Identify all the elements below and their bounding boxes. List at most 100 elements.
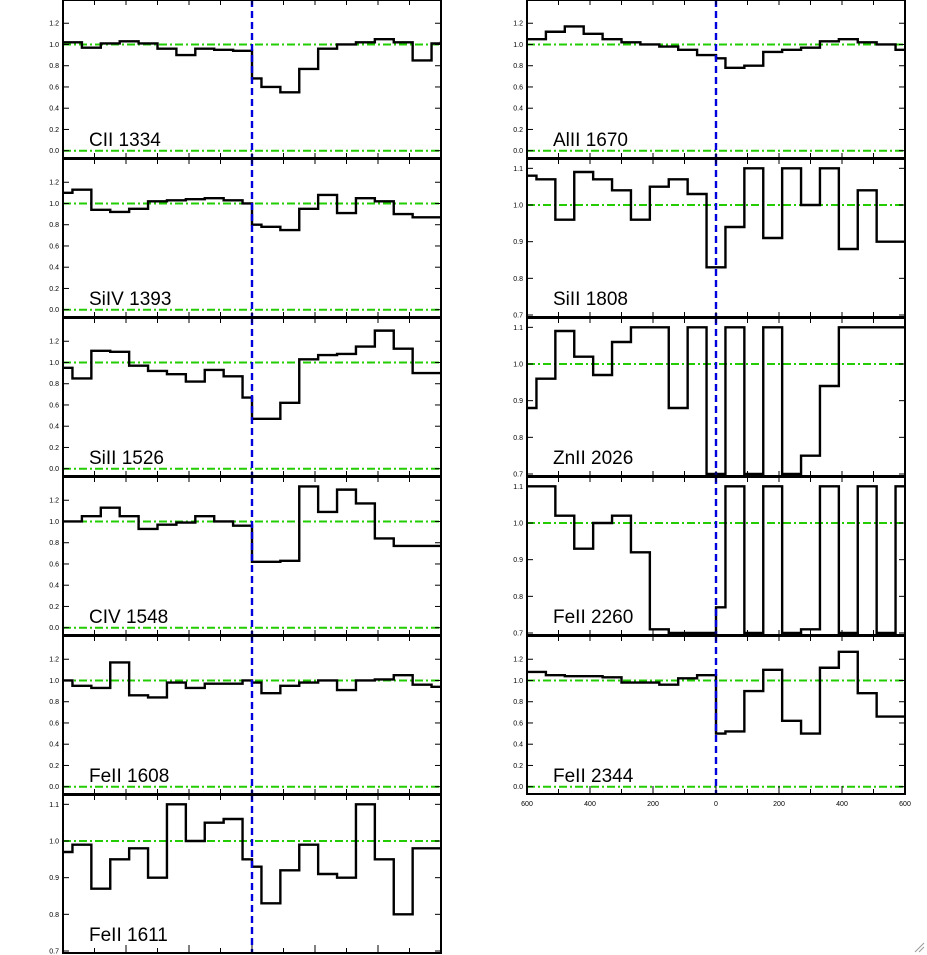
y-tick-label: 0.0: [513, 148, 523, 155]
spectrum-series: [527, 326, 905, 476]
y-tick-label: 0.4: [49, 106, 59, 113]
panel-civ-1548: 0.0 0.2 0.4 0.6 0.8 1.0 1.2 CIV 1548: [49, 476, 442, 636]
x-axis-layer: -600-400-2000200400600600400200020040060…: [62, 786, 911, 953]
y-tick-label: 0.0: [49, 784, 59, 791]
y-tick-label: 1.0: [513, 521, 523, 528]
panel-sii-1808: 0.7 0.8 0.9 1.0 1.1 SiII 1808: [513, 158, 906, 320]
panel-label: ZnII 2026: [553, 448, 633, 469]
y-tick-label: 0.7: [513, 472, 523, 479]
y-tick-label: 0.8: [49, 63, 59, 70]
panel-znii-2026: 0.7 0.8 0.9 1.0 1.1 ZnII 2026: [513, 317, 906, 479]
resize-grip-icon[interactable]: [913, 941, 925, 953]
spectrum-series: [527, 485, 905, 635]
y-tick-label: 0.0: [513, 784, 523, 791]
y-tick-label: 1.0: [49, 678, 59, 685]
y-tick-label: 1.0: [513, 362, 523, 369]
y-tick-label: 0.0: [49, 307, 59, 314]
y-tick-label: 0.2: [49, 445, 59, 452]
y-tick-label: 0.4: [49, 742, 59, 749]
x-tick-label: 0: [714, 801, 718, 808]
y-tick-label: 0.8: [513, 276, 523, 283]
y-tick-label: 1.2: [513, 21, 523, 28]
y-tick-label: 1.1: [49, 802, 59, 809]
y-tick-label: 0.7: [513, 631, 523, 638]
y-tick-label: 0.8: [513, 594, 523, 601]
y-tick-label: 0.9: [513, 557, 523, 564]
y-tick-label: 0.2: [513, 127, 523, 134]
panel-sii-1526: 0.0 0.2 0.4 0.6 0.8 1.0 1.2 SiII 1526: [49, 317, 442, 477]
y-tick-label: 1.0: [513, 678, 523, 685]
y-tick-label: 0.8: [49, 222, 59, 229]
panel-label: CIV 1548: [89, 607, 168, 628]
y-tick-label: 1.2: [49, 339, 59, 346]
y-tick-label: 0.6: [49, 402, 59, 409]
y-tick-label: 0.8: [49, 699, 59, 706]
y-tick-label: 0.8: [49, 540, 59, 547]
spectrum-series: [527, 650, 905, 735]
panel-siiv-1393: 0.0 0.2 0.4 0.6 0.8 1.0 1.2 SiIV 1393: [49, 158, 442, 318]
y-tick-label: 0.6: [49, 561, 59, 568]
y-tick-label: 0.4: [49, 265, 59, 272]
spectrum-series: [527, 167, 905, 269]
y-tick-label: 0.6: [513, 720, 523, 727]
y-tick-label: 1.0: [49, 360, 59, 367]
y-tick-label: 0.8: [49, 381, 59, 388]
panel-label: FeII 2260: [553, 607, 633, 628]
y-tick-label: 0.8: [513, 63, 523, 70]
y-tick-label: 0.6: [49, 720, 59, 727]
y-tick-label: 1.2: [49, 21, 59, 28]
y-tick-label: 0.7: [49, 949, 59, 955]
panel-label: SiII 1526: [89, 448, 164, 469]
y-tick-label: 0.8: [513, 435, 523, 442]
y-tick-label: 0.9: [513, 239, 523, 246]
y-tick-label: 0.0: [49, 148, 59, 155]
y-tick-label: 0.4: [513, 106, 523, 113]
panel-feii-1608: 0.0 0.2 0.4 0.6 0.8 1.0 1.2 FeII 1608: [49, 635, 442, 795]
y-tick-label: 1.0: [49, 201, 59, 208]
y-tick-label: 0.4: [49, 583, 59, 590]
spectrum-series: [527, 25, 905, 70]
y-tick-label: 1.0: [49, 839, 59, 846]
y-tick-label: 1.0: [49, 42, 59, 49]
y-tick-label: 1.1: [513, 166, 523, 173]
panel-alii-1670: 0.0 0.2 0.4 0.6 0.8 1.0 1.2 AlII 1670: [513, 0, 906, 159]
panel-cii-1334: 0.0 0.2 0.4 0.6 0.8 1.0 1.2 CII 1334: [49, 0, 442, 159]
panel-label: AlII 1670: [553, 130, 628, 151]
x-tick-label: 600: [521, 801, 533, 808]
y-tick-label: 1.1: [513, 484, 523, 491]
y-tick-label: 0.4: [49, 424, 59, 431]
y-tick-label: 0.9: [49, 875, 59, 882]
x-tick-label: 600: [899, 801, 911, 808]
x-tick-label: 200: [647, 801, 659, 808]
y-tick-label: 0.6: [49, 84, 59, 91]
x-tick-label: 400: [836, 801, 848, 808]
y-tick-label: 0.2: [49, 604, 59, 611]
panel-label: CII 1334: [89, 130, 161, 151]
spectrum-series: [63, 37, 441, 94]
panel-feii-2260: 0.7 0.8 0.9 1.0 1.1 FeII 2260: [513, 476, 906, 638]
y-tick-label: 0.2: [49, 127, 59, 134]
y-tick-label: 1.1: [513, 325, 523, 332]
panel-label: FeII 2344: [553, 766, 634, 787]
panel-label: SiII 1808: [553, 289, 628, 310]
y-tick-label: 1.0: [513, 42, 523, 49]
y-tick-label: 0.6: [49, 243, 59, 250]
spectrum-series: [63, 803, 441, 916]
x-tick-label: 400: [584, 801, 596, 808]
panel-label: FeII 1608: [89, 766, 169, 787]
x-tick-label: 200: [773, 801, 785, 808]
y-tick-label: 0.2: [49, 763, 59, 770]
panel-label: FeII 1611: [89, 925, 168, 946]
y-tick-label: 0.9: [513, 398, 523, 405]
spectrum-series: [63, 329, 441, 420]
y-tick-label: 0.4: [513, 742, 523, 749]
y-tick-label: 1.2: [49, 498, 59, 505]
y-tick-label: 0.7: [513, 313, 523, 320]
panel-feii-1611: 0.7 0.8 0.9 1.0 1.1 FeII 1611: [49, 794, 442, 955]
panel-feii-2344: 0.0 0.2 0.4 0.6 0.8 1.0 1.2 FeII 2344: [513, 635, 906, 795]
y-tick-label: 0.0: [49, 625, 59, 632]
y-tick-label: 0.8: [513, 699, 523, 706]
y-tick-label: 1.0: [513, 203, 523, 210]
